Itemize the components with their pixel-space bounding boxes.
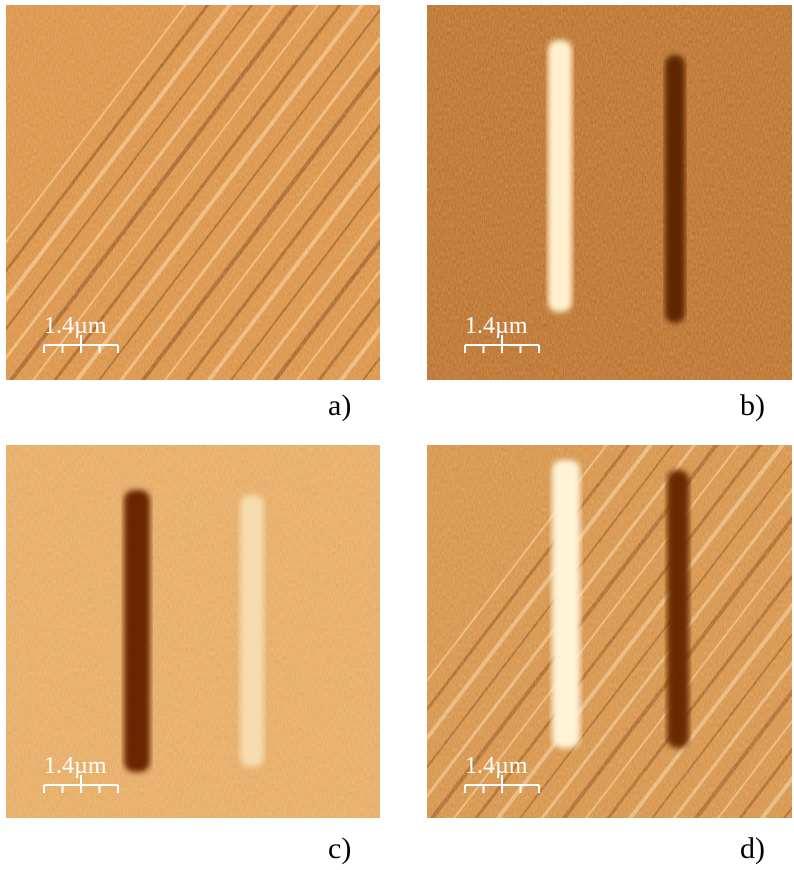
afm-image: 1.4µm xyxy=(6,445,380,818)
image-content xyxy=(307,405,794,838)
scale-bar-label: 1.4µm xyxy=(465,313,528,339)
panels: 1.4µm 1.4µm 1.4µm 1.4µm xyxy=(0,0,794,838)
scale-bar-label: 1.4µm xyxy=(465,753,528,779)
afm-image: 1.4µm xyxy=(307,405,794,838)
panel-label: b) xyxy=(740,389,765,422)
scale-bar-label: 1.4µm xyxy=(44,753,107,779)
panel-label: a) xyxy=(328,389,351,422)
feature xyxy=(667,470,689,748)
panel-label: d) xyxy=(740,832,765,865)
scale-bar-label: 1.4µm xyxy=(44,313,107,339)
feature xyxy=(548,40,572,312)
feature xyxy=(552,460,580,748)
page: 1.4µm1.4µm1.4µm1.4µm a) b) c) d) (() => … xyxy=(0,0,794,870)
panel-label: c) xyxy=(328,832,351,865)
feature xyxy=(665,55,685,323)
afm-image: 1.4µm xyxy=(427,5,792,380)
feature xyxy=(124,490,150,772)
feature xyxy=(240,495,264,767)
figure: 1.4µm 1.4µm 1.4µm 1.4µm a) b) c) d) xyxy=(0,0,794,870)
